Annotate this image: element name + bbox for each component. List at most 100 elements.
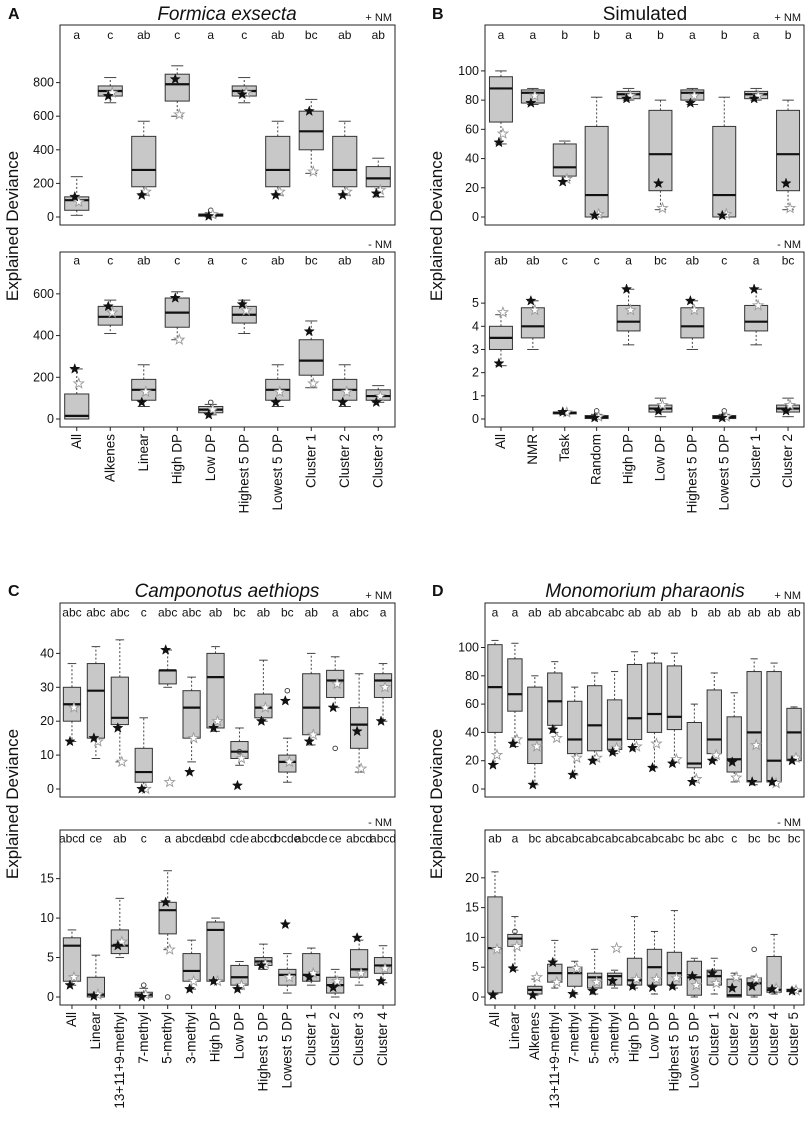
y-tick-label: 40 (465, 725, 479, 739)
significance-letter: a (625, 253, 632, 267)
significance-letter: ab (494, 253, 508, 267)
box-3: c (584, 253, 609, 423)
significance-letter: ab (686, 253, 700, 267)
box-14: ab (766, 606, 783, 789)
y-tick-label: 5 (472, 296, 479, 310)
x-category-label: Linear (136, 433, 151, 471)
box-5: c (231, 253, 257, 334)
star-black (780, 177, 792, 189)
box-5: bc (648, 253, 673, 418)
x-category-label: Cluster 3 (746, 1012, 761, 1066)
box-8: abc (645, 831, 664, 995)
box-iqr (527, 686, 543, 765)
panel-A: A Formica exsecta Explained Deviance + NM 0 2… (3, 4, 396, 514)
box-iqr (552, 143, 577, 177)
box-7: abc (625, 831, 644, 992)
significance-letter: ab (137, 28, 151, 42)
x-category-label: Linear (88, 1011, 103, 1049)
x-category-label: Lowest 5 DP (279, 1012, 294, 1089)
significance-letter: ce (329, 831, 342, 845)
y-tick-label: 10 (465, 930, 479, 944)
star-black (786, 754, 798, 766)
star-gray (307, 728, 320, 741)
star-black (646, 761, 659, 773)
box-10: ab (302, 606, 321, 747)
y-axis-label: Explained Deviance (427, 729, 446, 879)
y-tick-label: 1 (472, 389, 479, 403)
significance-letter: abc (158, 606, 177, 620)
box-7: bc (298, 28, 324, 177)
significance-letter: a (164, 831, 171, 845)
y-tick-label: 100 (458, 641, 479, 655)
x-category-label: 3-methyl (184, 1012, 199, 1064)
significance-letter: abc (110, 606, 129, 620)
significance-letter: a (512, 831, 519, 845)
x-category-label: High DP (169, 434, 184, 484)
box-9: ab (365, 253, 391, 408)
significance-letter: bc (305, 253, 318, 267)
box-4: a (616, 28, 641, 104)
outlier-point (751, 946, 757, 953)
star-black (587, 985, 599, 996)
y-tick-label: 800 (33, 76, 54, 90)
significance-letter: ab (787, 606, 801, 620)
box-12: abc (349, 606, 369, 774)
x-category-label: 3-methyl (607, 1012, 622, 1064)
x-category-label: Cluster 4 (375, 1012, 390, 1067)
star-black (646, 981, 659, 993)
box-7: bc (298, 253, 324, 389)
x-category-label: 13+11+9-methyl (112, 1012, 127, 1109)
x-category-label: Low DP (652, 434, 667, 481)
star-black (527, 778, 539, 790)
significance-letter: ab (372, 253, 386, 267)
significance-letter: c (721, 253, 727, 267)
box-8: ab (332, 28, 358, 201)
box-1: ab (520, 253, 545, 350)
star-black (327, 981, 339, 993)
subplot-plus-nm: + NM 0 200 400 600 800 a c ab c a c ab bc ab ab (33, 12, 396, 226)
star-black (748, 283, 760, 294)
star-gray (550, 731, 563, 744)
star-gray (510, 733, 524, 745)
star-black (589, 209, 601, 221)
star-gray (688, 89, 701, 102)
box-0: a (488, 28, 513, 148)
star-gray (259, 701, 272, 713)
y-tick-label: 200 (33, 176, 54, 190)
x-category-label: High DP (621, 434, 636, 484)
box-10: bc (686, 831, 703, 998)
star-gray (496, 127, 510, 139)
box-iqr (487, 896, 503, 994)
star-black (270, 189, 282, 201)
star-black (351, 931, 363, 943)
star-black (487, 758, 499, 770)
x-category-label: All (493, 434, 508, 449)
y-tick-label: 5 (47, 951, 54, 965)
star-gray (106, 306, 119, 318)
x-category-label: Cluster 3 (370, 434, 385, 488)
star-black (375, 975, 387, 986)
y-tick-label: 200 (33, 370, 54, 384)
star-gray (710, 748, 723, 761)
significance-letter: bc (768, 831, 781, 845)
box-2: ab (110, 831, 129, 959)
star-black (493, 136, 505, 148)
box-11: abc (705, 831, 724, 995)
star-gray (610, 941, 623, 954)
star-gray (307, 376, 320, 389)
star-black (666, 980, 679, 992)
star-black (487, 989, 499, 1000)
box-iqr (646, 662, 663, 733)
box-3: b (584, 28, 609, 221)
x-category-label: All (69, 434, 84, 449)
box-11: a (326, 606, 345, 752)
x-category-label: 5-methyl (587, 1012, 602, 1064)
box-iqr (110, 676, 129, 726)
box-2: abc (110, 606, 130, 768)
significance-letter: a (207, 253, 214, 267)
panel-D: D Monomorium pharaonis Explained Deviance +… (427, 581, 805, 1109)
star-gray (173, 333, 186, 345)
star-gray (72, 376, 85, 389)
x-category-label: 5-methyl (160, 1012, 175, 1064)
